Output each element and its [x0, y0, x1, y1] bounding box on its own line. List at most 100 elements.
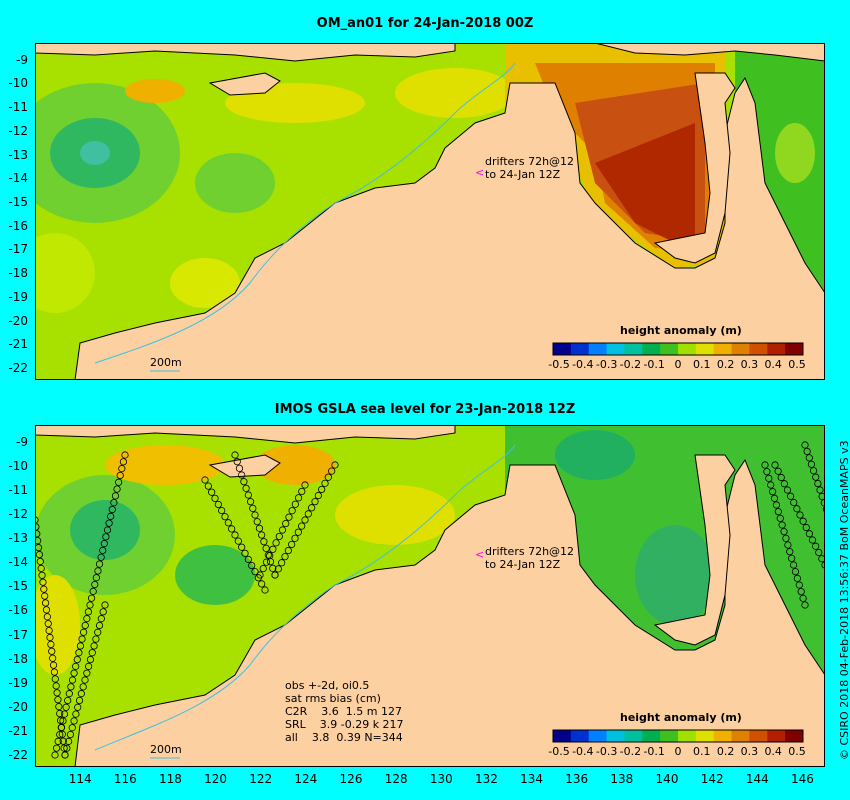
- altimeter-obs-marker: [214, 500, 222, 509]
- altimeter-obs-marker: [774, 508, 782, 516]
- altimeter-obs-marker: [65, 737, 73, 745]
- altimeter-obs-marker: [57, 724, 65, 732]
- altimeter-obs-marker: [35, 550, 44, 559]
- colorbar-tick: -0.3: [596, 358, 617, 371]
- altimeter-obs-marker: [75, 696, 84, 705]
- anomaly-blob: [595, 123, 695, 253]
- anomaly-blob: [80, 141, 110, 165]
- australia-landmass: [74, 458, 825, 767]
- altimeter-obs-marker: [119, 458, 128, 466]
- colorbar-frame: [552, 729, 804, 743]
- drifter-arrow-icon: <: [475, 548, 484, 561]
- altimeter-obs-marker: [47, 640, 55, 649]
- colorbar-tick: 0.1: [693, 745, 711, 758]
- altimeter-obs-marker: [94, 567, 102, 575]
- altimeter-obs-marker: [298, 522, 306, 530]
- colorbar-swatch: [606, 343, 625, 355]
- altimeter-obs-marker: [89, 587, 97, 595]
- altimeter-obs-marker: [76, 642, 85, 650]
- altimeter-obs-marker: [308, 504, 316, 512]
- altimeter-obs-marker: [95, 560, 104, 568]
- altimeter-obs-marker: [85, 662, 93, 670]
- colorbar-tick: 0.3: [741, 745, 759, 758]
- altimeter-obs-marker: [72, 662, 80, 670]
- latitude-tick: -19: [8, 289, 28, 304]
- altimeter-obs-marker: [291, 534, 299, 542]
- colorbar-title: height anomaly (m): [620, 324, 742, 337]
- altimeter-obs-marker: [54, 696, 62, 704]
- altimeter-obs-marker: [116, 471, 124, 480]
- altimeter-obs-marker: [35, 537, 42, 545]
- altimeter-obs-marker: [275, 532, 283, 541]
- altimeter-obs-marker: [211, 494, 219, 502]
- colorbar-tick: 0.4: [764, 745, 782, 758]
- altimeter-obs-marker: [790, 498, 798, 507]
- altimeter-obs-marker: [86, 655, 95, 664]
- altimeter-obs-marker: [294, 494, 303, 502]
- altimeter-obs-marker: [72, 710, 80, 718]
- altimeter-obs-marker: [231, 531, 239, 539]
- altimeter-obs-marker: [51, 751, 59, 759]
- colorbar-tick: 0.2: [717, 358, 735, 371]
- bottom-map-panel[interactable]: 200m < drifters 72h@12 to 24-Jan 12Z hei…: [35, 425, 825, 767]
- altimeter-obs-marker: [59, 737, 67, 745]
- altimeter-obs-marker: [815, 548, 823, 557]
- isobath-label: 200m: [150, 743, 182, 756]
- altimeter-obs-marker: [793, 505, 801, 513]
- altimeter-obs-marker: [38, 571, 46, 579]
- altimeter-obs-marker: [48, 647, 56, 655]
- latitude-tick: -20: [8, 313, 28, 328]
- longitude-tick: 136: [565, 772, 589, 786]
- altimeter-obs-marker: [321, 479, 329, 487]
- top-map-panel[interactable]: 200m < drifters 72h@12 to 24-Jan 12Z hei…: [35, 43, 825, 380]
- altimeter-obs-marker: [70, 669, 78, 677]
- altimeter-obs-marker: [298, 487, 306, 496]
- map-frame: [35, 43, 825, 380]
- colorbar-frame: [552, 342, 804, 356]
- longitude-axis: 114 116 118 120 122 124 126 128 130 132 134 136 138 1…: [35, 772, 825, 792]
- latitude-tick: -10: [8, 458, 28, 473]
- altimeter-obs-marker: [812, 473, 820, 481]
- colorbar-swatch: [606, 730, 625, 742]
- colorbar-swatch: [642, 343, 661, 355]
- altimeter-obs-marker: [274, 565, 282, 573]
- longitude-tick: 118: [158, 772, 182, 786]
- colorbar-swatch: [553, 730, 572, 742]
- altimeter-obs-marker: [246, 498, 255, 506]
- altimeter-obs-marker: [311, 498, 319, 506]
- altimeter-obs-marker: [805, 530, 813, 538]
- altimeter-obs-marker: [99, 546, 107, 555]
- altimeter-obs-marker: [282, 519, 290, 528]
- altimeter-obs-marker: [63, 744, 71, 752]
- altimeter-obs-marker: [251, 511, 259, 519]
- colorbar-tick: -0.1: [643, 745, 664, 758]
- altimeter-obs-marker: [262, 558, 271, 566]
- colorbar-tick: 0.3: [741, 358, 759, 371]
- altimeter-obs-marker: [801, 601, 809, 609]
- altimeter-obs-marker: [818, 555, 825, 563]
- altimeter-obs-marker: [807, 460, 816, 468]
- longitude-tick: 122: [249, 772, 273, 786]
- altimeter-obs-marker: [301, 516, 309, 524]
- altimeter-obs-marker: [233, 458, 241, 466]
- colorbar-tick: -0.5: [548, 358, 569, 371]
- altimeter-obs-marker: [39, 578, 47, 586]
- altimeter-obs-marker: [235, 464, 244, 472]
- latitude-tick: -10: [8, 76, 28, 91]
- altimeter-obs-marker: [108, 505, 116, 514]
- colorbar-title: height anomaly (m): [620, 711, 742, 724]
- drifter-arrow-icon: <: [475, 166, 484, 179]
- altimeter-obs-marker: [288, 540, 296, 549]
- altimeter-obs-marker: [304, 510, 312, 518]
- altimeter-obs-marker: [43, 613, 51, 621]
- altimeter-obs-marker: [799, 594, 807, 602]
- altimeter-obs-marker: [81, 621, 89, 630]
- colorbar-swatch: [570, 343, 590, 355]
- altimeter-obs-marker: [805, 454, 813, 462]
- altimeter-obs-marker: [62, 703, 70, 711]
- colorbar-swatch: [767, 343, 786, 355]
- altimeter-obs-marker: [228, 525, 236, 533]
- altimeter-obs-marker: [55, 703, 63, 711]
- altimeter-obs-marker: [36, 557, 44, 566]
- colorbar-tick: -0.2: [620, 358, 641, 371]
